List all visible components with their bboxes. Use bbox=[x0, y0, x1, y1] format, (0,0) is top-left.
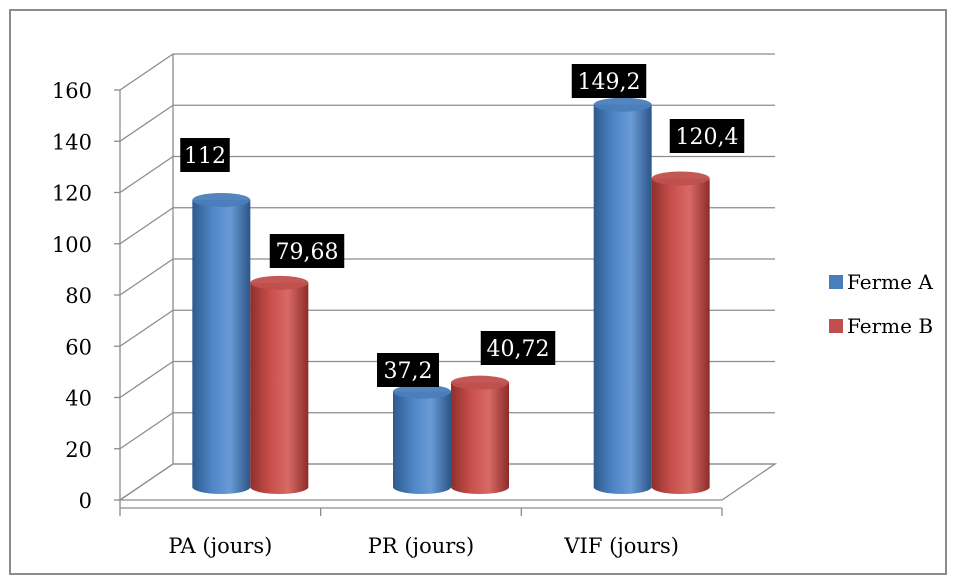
legend-swatch bbox=[829, 275, 843, 289]
data-label: 149,2 bbox=[578, 70, 641, 95]
bar bbox=[250, 282, 309, 494]
bar bbox=[651, 178, 710, 495]
y-tick-label: 60 bbox=[65, 335, 92, 359]
chart-data-labels: 112 37,2 149,2 79,68 40,72 120,4 bbox=[180, 64, 745, 387]
legend-label: Ferme B bbox=[847, 314, 933, 338]
gridline-depth bbox=[119, 53, 174, 91]
bar-top bbox=[192, 193, 251, 207]
y-tick-label: 20 bbox=[65, 438, 92, 462]
bar-top bbox=[651, 171, 710, 186]
chart-bars bbox=[192, 97, 710, 495]
bar-top bbox=[451, 375, 509, 390]
y-tick-label: 160 bbox=[52, 79, 92, 103]
gridline-depth bbox=[119, 258, 174, 296]
x-tick-label: VIF (jours) bbox=[563, 534, 679, 558]
legend-label: Ferme A bbox=[847, 270, 933, 294]
x-tick-label: PR (jours) bbox=[368, 534, 475, 558]
data-label: 112 bbox=[184, 144, 226, 169]
y-tick-label: 100 bbox=[52, 233, 92, 257]
bar bbox=[393, 391, 451, 494]
legend-swatch bbox=[829, 319, 843, 333]
y-tick-label: 80 bbox=[65, 284, 92, 308]
bar bbox=[192, 200, 251, 495]
data-label-box bbox=[377, 353, 439, 387]
bar-top bbox=[393, 384, 451, 399]
data-label: 40,72 bbox=[487, 337, 550, 362]
gridline-depth bbox=[119, 412, 174, 450]
y-tick-label: 40 bbox=[65, 387, 92, 411]
bar-top bbox=[593, 97, 652, 112]
data-label-box bbox=[571, 64, 647, 98]
data-label: 79,68 bbox=[276, 240, 339, 265]
bar bbox=[451, 382, 509, 494]
y-tick-label: 0 bbox=[79, 489, 92, 513]
chart-axes: 0 20 40 60 80 100 120 140 160 PA (jours) PR (jours… bbox=[52, 79, 723, 558]
data-label: 120,4 bbox=[676, 125, 739, 150]
chart-legend: Ferme A Ferme B bbox=[829, 270, 933, 338]
gridline-depth bbox=[119, 104, 174, 142]
bar bbox=[593, 104, 652, 495]
x-tick-label: PA (jours) bbox=[168, 534, 272, 558]
data-label-box bbox=[480, 331, 556, 365]
y-tick-label: 140 bbox=[52, 130, 92, 154]
gridline-depth bbox=[119, 360, 174, 399]
y-tick-label: 120 bbox=[52, 182, 92, 206]
data-label: 37,2 bbox=[384, 359, 433, 384]
gridline-depth bbox=[119, 155, 174, 194]
data-label-box bbox=[669, 119, 745, 153]
data-label-box bbox=[180, 138, 230, 172]
bar-top bbox=[250, 275, 309, 290]
gridline-depth bbox=[119, 309, 174, 347]
gridline-depth bbox=[119, 207, 174, 245]
chart-floor bbox=[117, 463, 778, 501]
data-label-box bbox=[269, 234, 345, 268]
